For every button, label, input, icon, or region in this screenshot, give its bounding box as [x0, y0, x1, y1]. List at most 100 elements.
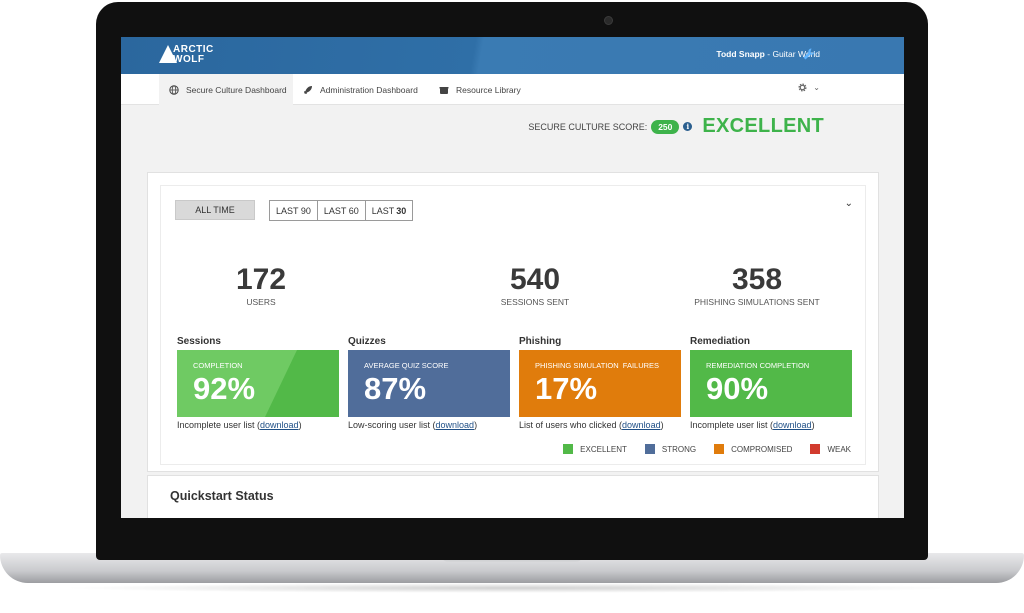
card-label: REMEDIATION COMPLETION	[706, 361, 810, 370]
last-90-button[interactable]: LAST 90	[270, 201, 318, 220]
logo-text-line-1: ARCTIC	[173, 44, 214, 55]
org-name: - Guitar World	[764, 49, 820, 59]
gear-icon	[798, 83, 807, 92]
wolf-logo-icon	[159, 45, 177, 63]
tab-resource-library[interactable]: Resource Library	[439, 74, 521, 105]
app-screen: ARCTIC WOLF Todd Snapp - Guitar World Se…	[121, 37, 904, 518]
last-30-prefix: LAST	[371, 205, 395, 216]
user-info[interactable]: Todd Snapp - Guitar World	[716, 49, 820, 59]
card-label: PHISHING SIMULATION FAILURES	[535, 361, 660, 370]
quickstart-panel: Quickstart Status	[147, 475, 879, 518]
card-note: List of users who clicked (download)	[519, 420, 681, 430]
all-time-button[interactable]: ALL TIME	[175, 200, 255, 220]
quizzes-card[interactable]: AVERAGE QUIZ SCORE 87%	[348, 350, 510, 417]
sessions-card[interactable]: COMPLETION 92%	[177, 350, 339, 417]
top-bar: ARCTIC WOLF Todd Snapp - Guitar World	[121, 37, 904, 74]
stat-users: 172 USERS	[161, 263, 361, 308]
basket-icon	[439, 86, 449, 94]
card-value: 87%	[364, 371, 427, 406]
legend-label: COMPROMISED	[731, 444, 793, 454]
stat-label: USERS	[246, 297, 276, 307]
card-note-end: )	[660, 420, 664, 430]
rating-legend: EXCELLENT STRONG COMPROMISED WEAK	[545, 444, 851, 454]
last-30-number: 30	[396, 205, 407, 216]
score-label: SECURE CULTURE SCORE:	[528, 121, 648, 132]
logo-text-line-2: WOLF	[173, 54, 205, 65]
stat-value: 172	[235, 263, 287, 296]
stat-phishing-simulations-sent: 358 PHISHING SIMULATIONS SENT	[657, 263, 857, 308]
card-note-end: )	[298, 420, 302, 430]
legend-item-excellent: EXCELLENT	[563, 444, 627, 454]
secure-culture-score: SECURE CULTURE SCORE: 250 i EXCELLENT	[528, 115, 824, 138]
quickstart-title-1: Quickstart	[170, 489, 232, 503]
logo-text: ARCTIC WOLF	[173, 45, 214, 65]
tab-label: Secure Culture Dashboard	[186, 84, 287, 95]
card-title: Quizzes	[348, 336, 386, 347]
card-label: COMPLETION	[193, 361, 243, 370]
dashboard-panel: ALL TIME LAST 90 LAST 60 LAST 30 ⌄ 172 US…	[147, 172, 879, 472]
download-link[interactable]: download	[773, 420, 812, 430]
card-title: Phishing	[519, 336, 562, 347]
legend-swatch	[714, 444, 725, 454]
download-link[interactable]: download	[260, 420, 299, 430]
time-filter-group: ALL TIME LAST 90 LAST 60 LAST 30	[175, 200, 414, 221]
chevron-down-icon[interactable]: ⌄	[844, 198, 853, 209]
card-note-text: Low-scoring user list (	[348, 420, 436, 430]
score-value-badge: 250	[651, 119, 680, 134]
card-note-text: List of users who clicked (	[519, 420, 623, 430]
legend-item-strong: STRONG	[644, 444, 697, 454]
phishing-card[interactable]: PHISHING SIMULATION FAILURES 17%	[519, 350, 681, 417]
tab-secure-culture-dashboard[interactable]: Secure Culture Dashboard	[159, 74, 293, 105]
stat-value: 358	[731, 263, 783, 296]
laptop-shadow	[60, 583, 964, 593]
settings-menu[interactable]: ⌄	[797, 82, 820, 93]
card-title: Remediation	[690, 336, 751, 347]
card-note: Low-scoring user list (download)	[348, 420, 510, 430]
metrics-card: ALL TIME LAST 90 LAST 60 LAST 30 ⌄ 172 US…	[160, 185, 866, 465]
arctic-wolf-logo[interactable]: ARCTIC WOLF	[159, 43, 229, 67]
camera-icon	[604, 16, 613, 25]
score-rating: EXCELLENT	[702, 115, 824, 137]
last-60-button[interactable]: LAST 60	[318, 201, 366, 220]
card-diagonal-shade	[265, 350, 339, 417]
wrench-icon[interactable]	[802, 47, 816, 61]
card-value: 90%	[706, 371, 769, 406]
stat-sessions-sent: 540 SESSIONS SENT	[435, 263, 635, 308]
nav-bar: Secure Culture Dashboard Administration …	[121, 74, 904, 105]
card-note: Incomplete user list (download)	[177, 420, 339, 430]
remediation-card[interactable]: REMEDIATION COMPLETION 90%	[690, 350, 852, 417]
card-value: 17%	[535, 371, 598, 406]
info-icon[interactable]: i	[683, 122, 693, 131]
card-title: Sessions	[177, 336, 221, 347]
rocket-icon	[304, 85, 312, 94]
sessions-column: Sessions COMPLETION 92% Incomplete user …	[177, 336, 339, 430]
legend-label: WEAK	[827, 444, 851, 454]
card-label: AVERAGE QUIZ SCORE	[364, 361, 449, 370]
stat-value: 540	[509, 263, 561, 296]
legend-swatch	[810, 444, 821, 454]
card-note: Incomplete user list (download)	[690, 420, 852, 430]
stat-label: PHISHING SIMULATIONS SENT	[694, 297, 820, 307]
legend-swatch	[563, 444, 574, 454]
last-30-button[interactable]: LAST 30	[366, 201, 413, 220]
quickstart-title: Quickstart Status	[170, 489, 274, 503]
card-note-text: Incomplete user list (	[177, 420, 261, 430]
legend-item-compromised: COMPROMISED	[714, 444, 792, 454]
tab-label: Resource Library	[456, 84, 521, 95]
card-note-end: )	[474, 420, 478, 430]
legend-item-weak: WEAK	[810, 444, 851, 454]
remediation-column: Remediation REMEDIATION COMPLETION 90% I…	[690, 336, 852, 430]
download-link[interactable]: download	[622, 420, 661, 430]
card-note-text: Incomplete user list (	[690, 420, 774, 430]
chevron-down-icon: ⌄	[813, 83, 820, 92]
globe-icon	[169, 84, 179, 95]
tab-administration-dashboard[interactable]: Administration Dashboard	[303, 74, 418, 105]
download-link[interactable]: download	[435, 420, 475, 430]
user-name: Todd Snapp	[716, 49, 765, 59]
quizzes-column: Quizzes AVERAGE QUIZ SCORE 87% Low-scori…	[348, 336, 510, 430]
legend-label: STRONG	[661, 444, 697, 454]
card-note-end: )	[811, 420, 815, 430]
card-value: 92%	[193, 371, 256, 406]
tab-label: Administration Dashboard	[320, 84, 418, 95]
